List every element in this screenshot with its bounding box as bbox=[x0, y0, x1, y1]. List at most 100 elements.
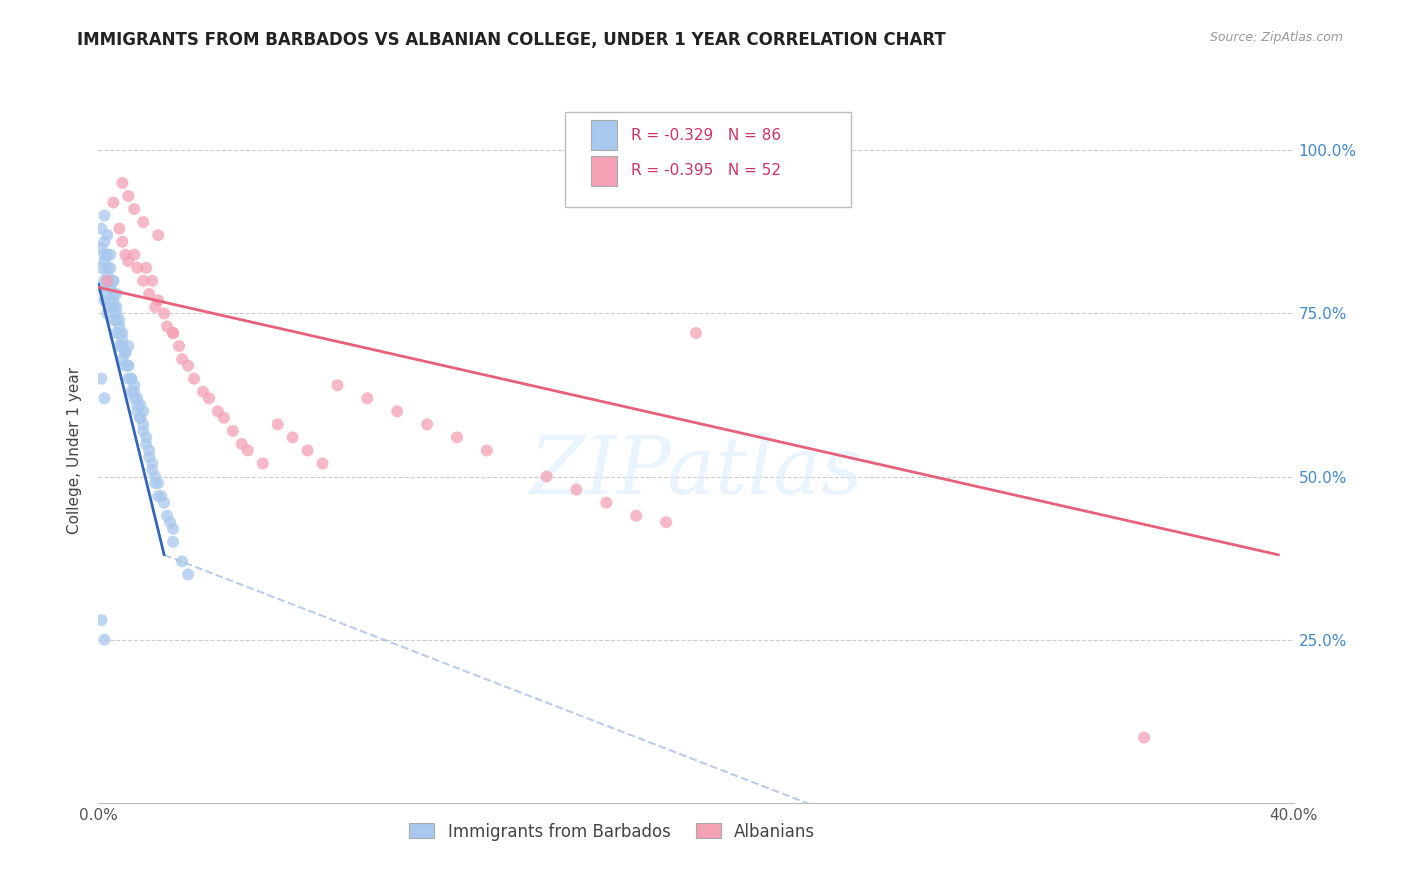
Point bbox=[111, 333, 134, 347]
Point bbox=[183, 372, 205, 386]
Point bbox=[446, 430, 468, 444]
Point bbox=[129, 410, 152, 425]
Point bbox=[117, 359, 139, 373]
Point bbox=[114, 248, 136, 262]
Point bbox=[98, 280, 122, 294]
Text: ZIPatlas: ZIPatlas bbox=[529, 433, 863, 510]
Point bbox=[655, 515, 678, 529]
Point bbox=[385, 404, 409, 418]
Point bbox=[120, 372, 142, 386]
Point bbox=[108, 339, 131, 353]
Point bbox=[222, 424, 245, 438]
Point bbox=[103, 300, 125, 314]
Point bbox=[153, 306, 176, 320]
Point bbox=[138, 450, 160, 464]
Point bbox=[191, 384, 214, 399]
Point bbox=[143, 469, 166, 483]
Point bbox=[93, 235, 115, 249]
Point bbox=[96, 228, 118, 243]
Point bbox=[127, 404, 149, 418]
Point bbox=[148, 476, 170, 491]
Point bbox=[595, 496, 617, 510]
Point bbox=[231, 437, 253, 451]
Point bbox=[132, 417, 155, 432]
Point bbox=[96, 274, 118, 288]
FancyBboxPatch shape bbox=[565, 112, 852, 207]
Point bbox=[117, 254, 139, 268]
Text: Source: ZipAtlas.com: Source: ZipAtlas.com bbox=[1209, 31, 1343, 45]
Point bbox=[117, 189, 139, 203]
Point bbox=[90, 280, 112, 294]
Point bbox=[252, 457, 274, 471]
Point bbox=[103, 274, 125, 288]
Point bbox=[105, 300, 128, 314]
Point bbox=[90, 260, 112, 275]
Point bbox=[93, 248, 115, 262]
Point bbox=[111, 235, 134, 249]
Point bbox=[114, 345, 136, 359]
Point bbox=[108, 319, 131, 334]
Point bbox=[141, 463, 163, 477]
Point bbox=[105, 326, 128, 340]
Point bbox=[90, 241, 112, 255]
Text: IMMIGRANTS FROM BARBADOS VS ALBANIAN COLLEGE, UNDER 1 YEAR CORRELATION CHART: IMMIGRANTS FROM BARBADOS VS ALBANIAN COL… bbox=[77, 31, 946, 49]
Point bbox=[111, 352, 134, 367]
Point bbox=[267, 417, 290, 432]
Point bbox=[90, 372, 112, 386]
Point bbox=[167, 339, 190, 353]
Text: R = -0.395   N = 52: R = -0.395 N = 52 bbox=[631, 163, 782, 178]
Point bbox=[96, 268, 118, 282]
Point bbox=[127, 260, 149, 275]
Point bbox=[90, 613, 112, 627]
Point bbox=[135, 430, 157, 444]
Point bbox=[105, 306, 128, 320]
Point bbox=[129, 410, 152, 425]
Point bbox=[96, 260, 118, 275]
Point bbox=[132, 215, 155, 229]
Point bbox=[98, 293, 122, 308]
Point bbox=[177, 567, 200, 582]
Point bbox=[536, 469, 558, 483]
Bar bbox=[591, 156, 617, 186]
Point bbox=[148, 228, 170, 243]
Point bbox=[162, 522, 184, 536]
Point bbox=[124, 391, 146, 405]
Point bbox=[124, 384, 146, 399]
Point bbox=[103, 293, 125, 308]
Point bbox=[212, 410, 235, 425]
Point bbox=[103, 286, 125, 301]
Point bbox=[96, 248, 118, 262]
Point bbox=[124, 202, 146, 216]
Point bbox=[124, 248, 146, 262]
Point bbox=[207, 404, 229, 418]
Point bbox=[172, 352, 194, 367]
Point bbox=[475, 443, 498, 458]
Point bbox=[132, 404, 155, 418]
Point bbox=[416, 417, 439, 432]
Bar bbox=[591, 120, 617, 150]
Point bbox=[132, 424, 155, 438]
Point bbox=[311, 457, 333, 471]
Point bbox=[90, 221, 112, 235]
Point bbox=[236, 443, 259, 458]
Point bbox=[96, 274, 118, 288]
Point bbox=[127, 398, 149, 412]
Point bbox=[132, 274, 155, 288]
Point bbox=[111, 176, 134, 190]
Point bbox=[565, 483, 588, 497]
Point bbox=[162, 534, 184, 549]
Y-axis label: College, Under 1 year: College, Under 1 year bbox=[67, 367, 83, 534]
Point bbox=[156, 508, 179, 523]
Point bbox=[143, 476, 166, 491]
Text: R = -0.329   N = 86: R = -0.329 N = 86 bbox=[631, 128, 782, 143]
Point bbox=[114, 345, 136, 359]
Point bbox=[148, 489, 170, 503]
Point bbox=[153, 496, 176, 510]
Point bbox=[93, 254, 115, 268]
Point bbox=[98, 280, 122, 294]
Point bbox=[105, 286, 128, 301]
Point bbox=[326, 378, 349, 392]
Point bbox=[141, 457, 163, 471]
Point bbox=[108, 313, 131, 327]
Point bbox=[111, 326, 134, 340]
